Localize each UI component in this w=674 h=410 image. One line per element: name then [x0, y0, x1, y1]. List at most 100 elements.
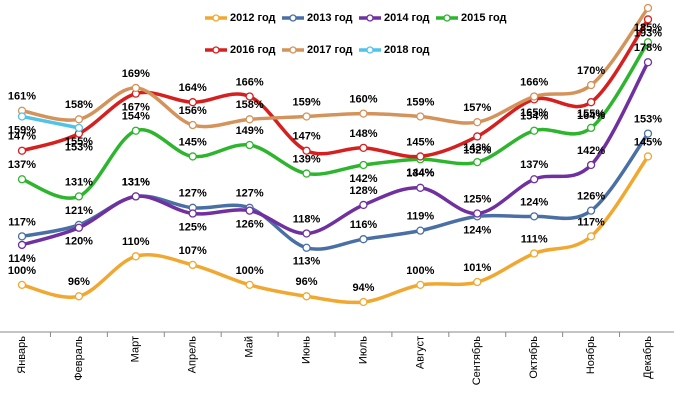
x-tick-label: Март	[130, 336, 142, 362]
data-label: 126%	[577, 191, 605, 203]
data-label: 155%	[65, 136, 93, 148]
data-label: 128%	[349, 185, 377, 197]
data-point	[131, 192, 140, 201]
data-label: 178%	[634, 42, 662, 54]
data-label: 158%	[236, 99, 264, 111]
data-label: 160%	[349, 94, 377, 106]
data-point	[131, 83, 140, 93]
data-label: 185%	[634, 22, 662, 34]
data-point	[245, 92, 254, 101]
data-point	[188, 120, 197, 130]
data-label: 154%	[122, 111, 150, 123]
data-label: 167%	[122, 102, 150, 114]
x-tick-label: Октябрь	[528, 336, 540, 379]
data-label: 107%	[179, 245, 207, 257]
data-point	[586, 160, 596, 170]
data-label: 137%	[520, 159, 548, 171]
data-label: 166%	[236, 76, 264, 88]
data-label: 145%	[634, 136, 662, 148]
data-label: 145%	[179, 136, 207, 148]
legend: 2012 год 2013 год 2014 год 2015 год 2016 год…	[205, 12, 507, 56]
legend-marker	[366, 46, 374, 54]
data-label: 158%	[65, 99, 93, 111]
data-label: 131%	[65, 176, 93, 188]
data-label: 144%	[406, 167, 434, 179]
data-point	[530, 126, 539, 135]
data-point	[643, 38, 653, 47]
data-label: 153%	[65, 141, 93, 153]
x-tick-label: Сентябрь	[471, 336, 483, 386]
data-label: 148%	[349, 128, 377, 140]
data-point	[359, 160, 368, 170]
data-point	[302, 112, 311, 121]
data-label: 137%	[8, 159, 36, 171]
data-point	[74, 115, 84, 124]
data-label: 147%	[292, 131, 320, 143]
data-point	[530, 249, 539, 258]
data-label: 124%	[520, 196, 548, 208]
data-point	[74, 192, 84, 201]
data-label: 114%	[8, 253, 36, 265]
data-label: 121%	[65, 205, 93, 217]
data-point	[302, 169, 311, 178]
legend-label: 2016 год	[230, 44, 276, 56]
data-point	[473, 157, 482, 167]
x-tick-label: Август	[414, 336, 426, 369]
data-point	[359, 109, 368, 118]
data-point	[586, 80, 596, 90]
data-point	[245, 280, 254, 290]
legend-label: 2015 год	[461, 12, 507, 24]
data-point	[530, 92, 539, 101]
data-point	[188, 152, 197, 161]
data-point	[17, 146, 27, 155]
data-point	[416, 280, 425, 290]
data-label: 153%	[634, 113, 662, 125]
data-point	[473, 118, 482, 127]
data-point	[359, 200, 368, 210]
data-label: 143%	[463, 142, 491, 154]
data-label: 149%	[236, 125, 264, 137]
data-label: 127%	[236, 188, 264, 200]
data-label: 145%	[406, 136, 434, 148]
data-label: 100%	[8, 265, 36, 277]
data-point	[74, 223, 84, 232]
data-point	[586, 206, 596, 215]
data-label: 100%	[236, 265, 264, 277]
data-point	[643, 152, 653, 161]
x-tick-label: Июль	[357, 336, 369, 364]
x-tick-label: Апрель	[187, 336, 199, 374]
data-label: 111%	[521, 233, 548, 245]
data-label: 127%	[179, 188, 207, 200]
data-point	[359, 235, 368, 244]
data-label: 126%	[236, 219, 264, 231]
data-point	[473, 209, 482, 218]
data-label: 131%	[122, 176, 150, 188]
data-point	[17, 280, 27, 290]
data-point	[643, 15, 653, 24]
data-label: 101%	[463, 262, 491, 274]
data-label: 119%	[407, 211, 435, 223]
data-point	[416, 112, 425, 121]
data-label: 169%	[122, 68, 150, 80]
data-label: 142%	[577, 145, 605, 157]
data-label: 164%	[179, 82, 207, 94]
data-point	[17, 175, 27, 184]
data-point	[359, 143, 368, 153]
data-label: 165%	[520, 107, 548, 119]
data-label: 134%	[406, 168, 434, 180]
data-label: 94%	[352, 282, 374, 294]
series-line	[21, 6, 650, 129]
data-label: 116%	[350, 219, 378, 231]
legend-marker	[212, 14, 220, 22]
data-point	[17, 240, 27, 250]
data-point	[416, 183, 425, 192]
data-label: 110%	[122, 236, 150, 248]
data-label: 147%	[8, 131, 36, 143]
legend-marker	[443, 14, 451, 22]
data-label: 117%	[577, 216, 605, 228]
data-point	[530, 212, 539, 221]
data-label: 152%	[463, 144, 491, 156]
data-point	[302, 292, 311, 301]
data-label: 166%	[520, 76, 548, 88]
data-label: 159%	[8, 124, 36, 136]
